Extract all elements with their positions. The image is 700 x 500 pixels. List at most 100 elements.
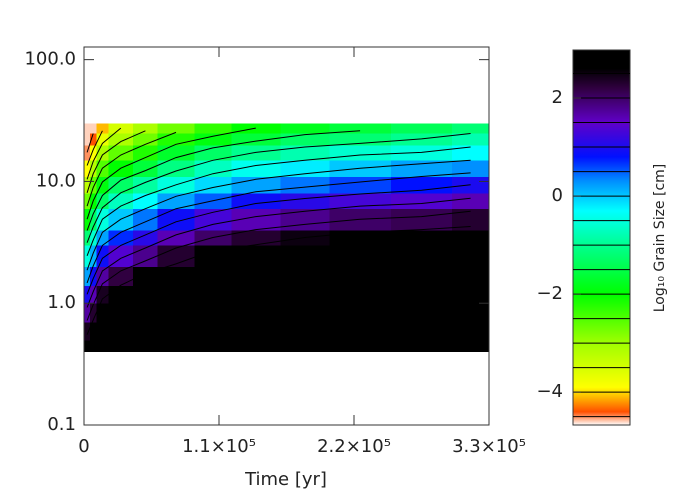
heatmap-cell — [194, 266, 232, 286]
heatmap-cell — [90, 132, 97, 146]
heatmap-cell — [452, 303, 490, 323]
heatmap-cell — [108, 285, 134, 304]
heatmap-cell — [157, 339, 195, 353]
heatmap-cell — [280, 266, 330, 286]
heatmap-cell — [280, 176, 330, 194]
heatmap-cell — [84, 132, 91, 146]
heatmap-cell — [194, 208, 232, 231]
heatmap-cell — [90, 322, 97, 341]
contour-line — [86, 131, 177, 207]
heatmap-cell — [96, 322, 110, 341]
contour-line — [86, 127, 122, 180]
heatmap-cell — [157, 144, 195, 161]
heatmap-cell — [231, 266, 281, 286]
heatmap-cell — [280, 208, 330, 231]
heatmap-cell — [133, 229, 159, 246]
heatmap-cell — [390, 229, 453, 246]
heatmap-cell — [452, 266, 490, 286]
heatmap-cell — [231, 176, 281, 194]
contour-line — [86, 130, 361, 231]
heatmap-cell — [84, 245, 91, 268]
colorbar-tick-label: 0 — [552, 185, 563, 206]
heatmap-cell — [133, 176, 159, 194]
heatmap-cell — [84, 159, 91, 177]
heatmap-cell — [108, 339, 134, 353]
heatmap-cell — [84, 303, 91, 323]
contour-line — [86, 159, 471, 271]
colorbar-tick-label: −4 — [536, 381, 563, 402]
heatmap-cell — [108, 193, 134, 209]
heatmap-cell — [90, 144, 97, 161]
heatmap-cell — [329, 285, 392, 304]
heatmap-cell — [84, 208, 91, 231]
heatmap-cell — [452, 123, 490, 134]
heatmap-cell — [231, 285, 281, 304]
heatmap-cell — [329, 339, 392, 353]
heatmap-cell — [133, 303, 159, 323]
heatmap-cell — [90, 245, 97, 268]
heatmap-cell — [452, 285, 490, 304]
heatmap-cell — [90, 285, 97, 304]
heatmap-cell — [231, 123, 281, 134]
heatmap-cell — [231, 339, 281, 353]
heatmap-cell — [452, 339, 490, 353]
heatmap-cell — [108, 144, 134, 161]
heatmap-cell — [84, 322, 91, 341]
heatmap-cell — [133, 322, 159, 341]
heatmap-cell — [329, 303, 392, 323]
heatmap-cell — [157, 208, 195, 231]
heatmap-cell — [108, 229, 134, 246]
heatmap-cell — [96, 123, 110, 134]
heatmap-cell — [84, 285, 91, 304]
colorbar-tick-label: −2 — [536, 283, 563, 304]
heatmap-cell — [90, 266, 97, 286]
contour-line — [86, 127, 256, 220]
heatmap-cell — [390, 339, 453, 353]
heatmap-cell — [231, 245, 281, 268]
y-tick-label: 100.0 — [24, 49, 76, 70]
colorbar-tick-label: 2 — [552, 87, 563, 108]
heatmap-cell — [231, 322, 281, 341]
heatmap-cell — [84, 266, 91, 286]
heatmap-cell — [329, 144, 392, 161]
heatmap-cell — [231, 303, 281, 323]
heatmap-cell — [90, 176, 97, 194]
heatmap-cell — [96, 176, 110, 194]
heatmap-cell — [157, 245, 195, 268]
x-tick-label: 3.3×10⁵ — [452, 436, 526, 457]
heatmap-cell — [280, 285, 330, 304]
heatmap-cell — [157, 266, 195, 286]
heatmap-cell — [280, 339, 330, 353]
heatmap-cell — [133, 193, 159, 209]
heatmap-cell — [280, 303, 330, 323]
heatmap-cell — [194, 322, 232, 341]
x-tick-label: 1.1×10⁵ — [182, 436, 256, 457]
heatmap-cell — [90, 208, 97, 231]
heatmap-cell — [280, 123, 330, 134]
heatmap-cell — [90, 159, 97, 177]
heatmap-cell — [84, 144, 91, 161]
heatmap-cell — [194, 339, 232, 353]
contour-line — [86, 172, 471, 284]
heatmap-cell — [157, 285, 195, 304]
heatmap-cell — [390, 193, 453, 209]
heatmap-cell — [452, 208, 490, 231]
heatmap-cell — [108, 266, 134, 286]
heatmap-cell — [84, 176, 91, 194]
heatmap-cell — [390, 123, 453, 134]
heatmap-cell — [84, 193, 91, 209]
heatmap-cell — [157, 193, 195, 209]
heatmap-cell — [133, 285, 159, 304]
heatmap-cell — [194, 144, 232, 161]
colorbar-label: Log₁₀ Grain Size [cm] — [652, 164, 668, 313]
heatmap-cell — [390, 176, 453, 194]
heatmap-cell — [90, 123, 97, 134]
heatmap-cell — [329, 245, 392, 268]
heatmap-cell — [452, 144, 490, 161]
heatmap-cell — [452, 159, 490, 177]
heatmap-cell — [96, 303, 110, 323]
heatmap-cell — [108, 132, 134, 146]
heatmap-cell — [280, 193, 330, 209]
heatmap-cell — [157, 132, 195, 146]
